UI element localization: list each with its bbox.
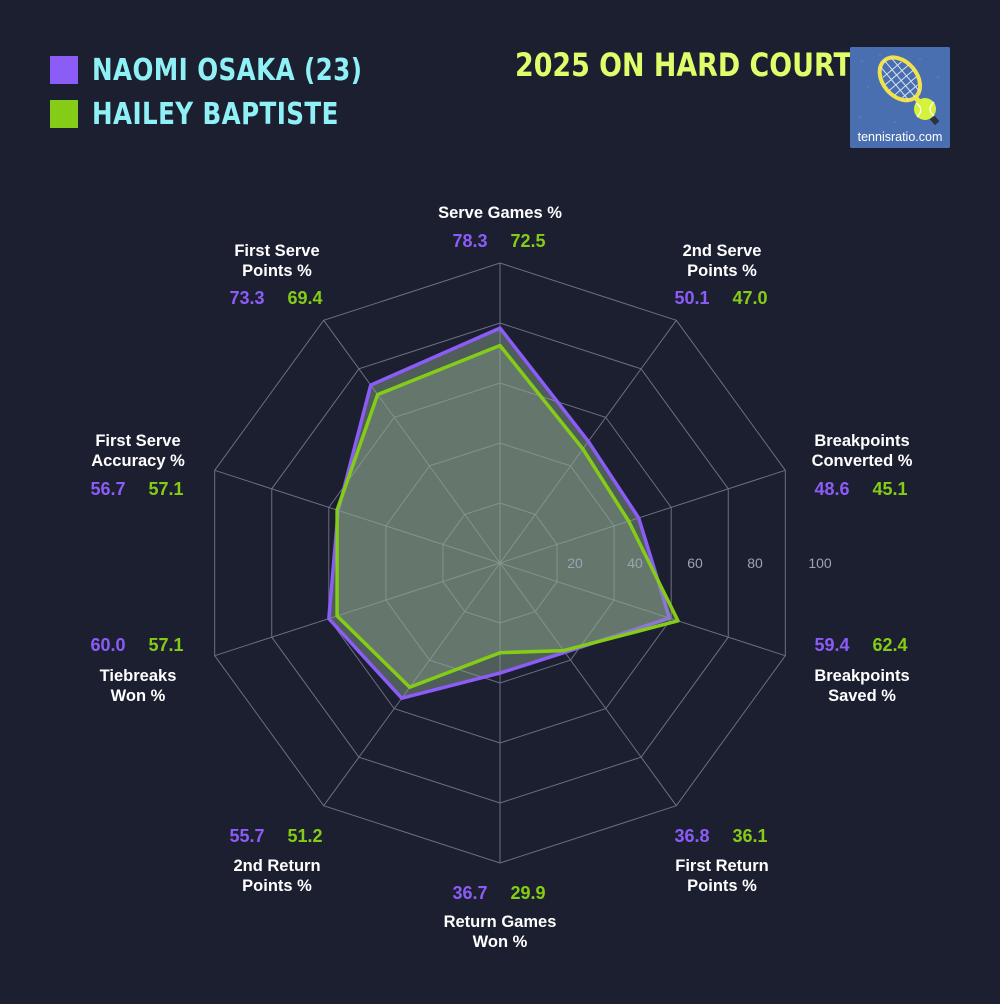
value-label-baptiste: 57.1 <box>148 635 183 655</box>
axis-label: 2nd Return <box>233 857 320 875</box>
legend-label-osaka: NAOMI OSAKA (23) <box>92 52 363 88</box>
value-label-baptiste: 47.0 <box>732 288 767 308</box>
value-label-baptiste: 51.2 <box>287 826 322 846</box>
legend-label-baptiste: HAILEY BAPTISTE <box>92 96 339 132</box>
value-label-osaka: 36.7 <box>452 883 487 903</box>
legend-item-baptiste: HAILEY BAPTISTE <box>50 92 422 136</box>
grid-spoke <box>499 562 786 657</box>
value-label-osaka: 73.3 <box>229 288 264 308</box>
tick-label: 100 <box>808 555 832 571</box>
axis-label: First Return <box>675 857 769 875</box>
value-label-baptiste: 69.4 <box>287 288 322 308</box>
series-area-osaka <box>327 326 672 700</box>
value-label-baptiste: 72.5 <box>510 231 545 251</box>
tennis-racket-ball-icon <box>850 47 950 148</box>
axis-label: Tiebreaks <box>100 667 177 685</box>
axis-label: Accuracy % <box>91 452 185 470</box>
value-label-osaka: 55.7 <box>229 826 264 846</box>
tick-label: 40 <box>627 555 643 571</box>
value-label-osaka: 78.3 <box>452 231 487 251</box>
tick-label: 60 <box>687 555 703 571</box>
value-label-osaka: 50.1 <box>674 288 709 308</box>
axis-label: Converted % <box>812 452 913 470</box>
legend: NAOMI OSAKA (23) HAILEY BAPTISTE <box>50 48 422 136</box>
axis-label: Points % <box>242 262 312 280</box>
legend-swatch-osaka <box>50 56 78 84</box>
axis-label: Breakpoints <box>814 667 909 685</box>
axis-label: Won % <box>111 687 166 705</box>
grid-spoke <box>499 469 786 564</box>
chart-title: 2025 ON HARD COURTS <box>515 46 872 84</box>
value-label-baptiste: 57.1 <box>148 479 183 499</box>
tick-label: 80 <box>747 555 763 571</box>
legend-swatch-baptiste <box>50 100 78 128</box>
series-area-baptiste <box>335 343 680 690</box>
axis-label: Return Games <box>444 913 557 931</box>
value-label-osaka: 36.8 <box>674 826 709 846</box>
tennisratio-logo: tennisratio.com <box>850 47 950 148</box>
axis-label: Points % <box>687 877 757 895</box>
logo-text: tennisratio.com <box>857 130 943 144</box>
tick-label: 20 <box>567 555 583 571</box>
axis-label: Points % <box>242 877 312 895</box>
value-label-osaka: 60.0 <box>90 635 125 655</box>
value-label-baptiste: 62.4 <box>872 635 907 655</box>
axis-label: Saved % <box>828 687 896 705</box>
grid-spoke <box>323 562 501 806</box>
grid-spoke <box>499 562 677 806</box>
value-label-osaka: 56.7 <box>90 479 125 499</box>
axis-label: Serve Games % <box>438 204 562 222</box>
axis-label: Won % <box>473 933 528 951</box>
axis-label: Breakpoints <box>814 432 909 450</box>
value-label-osaka: 48.6 <box>814 479 849 499</box>
axis-label: 2nd Serve <box>683 242 762 260</box>
grid-spoke <box>323 320 501 564</box>
value-label-baptiste: 29.9 <box>510 883 545 903</box>
axis-label: First Serve <box>95 432 180 450</box>
axis-label: Points % <box>687 262 757 280</box>
grid-spoke <box>214 562 501 657</box>
grid-spoke <box>214 469 501 564</box>
legend-item-osaka: NAOMI OSAKA (23) <box>50 48 422 92</box>
axis-label: First Serve <box>234 242 319 260</box>
value-label-osaka: 59.4 <box>814 635 849 655</box>
value-label-baptiste: 45.1 <box>872 479 907 499</box>
value-label-baptiste: 36.1 <box>732 826 767 846</box>
